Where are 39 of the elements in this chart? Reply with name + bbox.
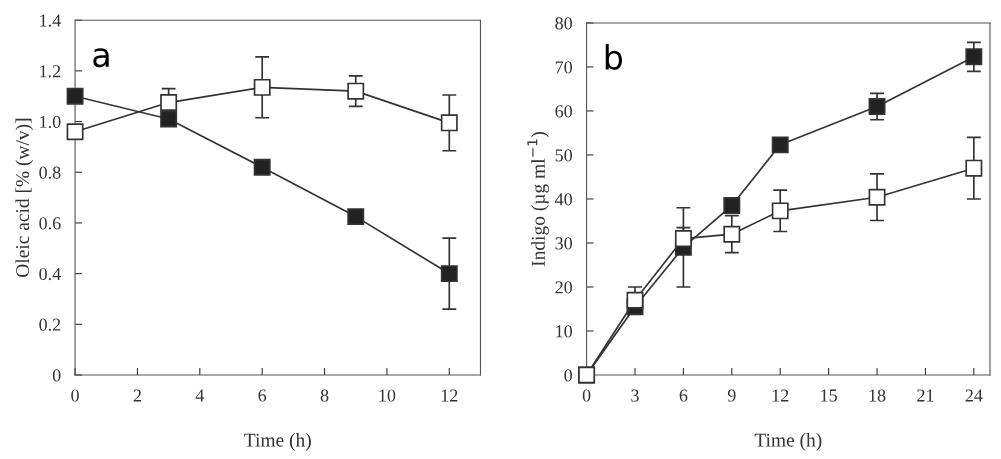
y-axis-title: Indigo (µg ml$^{−1}$) [527, 132, 549, 267]
x-tick-label: 3 [631, 389, 639, 402]
y-tick-label: 1.4 [40, 14, 61, 27]
x-axis-title: Time (h) [244, 433, 311, 451]
y-tick-label: 0 [564, 369, 573, 382]
x-tick-label: 9 [727, 389, 736, 402]
y-tick-label: 50 [555, 149, 573, 162]
y-tick-label: 10 [556, 325, 573, 338]
x-tick-label: 2 [133, 389, 141, 402]
x-tick-label: 24 [965, 389, 983, 402]
y-axis-title: Oleic acid [% (w/v)] [15, 118, 34, 277]
y-tick-label: 30 [555, 237, 573, 250]
y-tick-label: 70 [555, 61, 573, 74]
y-tick-label: 1.0 [40, 115, 61, 129]
x-tick-label: 0 [582, 389, 591, 402]
x-axis-title: Time (h) [754, 433, 822, 451]
annotation: b [605, 44, 623, 70]
y-tick-label: 20 [555, 281, 573, 294]
y-tick-label: 0.8 [39, 166, 61, 179]
x-tick-label: 0 [71, 389, 79, 402]
x-tick-label: 12 [441, 389, 458, 402]
x-tick-label: 10 [379, 389, 396, 402]
x-tick-label: 15 [821, 389, 837, 402]
x-tick-label: 18 [869, 389, 886, 402]
y-tick-label: 0.6 [39, 217, 61, 230]
y-tick-label: 60 [555, 105, 573, 118]
x-tick-label: 21 [917, 389, 934, 402]
y-tick-label: 0.2 [39, 318, 61, 331]
x-tick-label: 12 [772, 389, 789, 402]
annotation: a [93, 48, 109, 68]
y-tick-label: 0 [52, 369, 61, 382]
y-tick-label: 40 [554, 193, 573, 206]
x-tick-label: 8 [320, 389, 329, 402]
x-tick-label: 6 [258, 389, 267, 402]
y-tick-label: 0.4 [39, 267, 61, 281]
x-tick-label: 6 [679, 389, 688, 402]
x-tick-label: 4 [195, 389, 205, 402]
y-tick-label: 1.2 [40, 65, 61, 78]
y-tick-label: 80 [555, 17, 573, 30]
